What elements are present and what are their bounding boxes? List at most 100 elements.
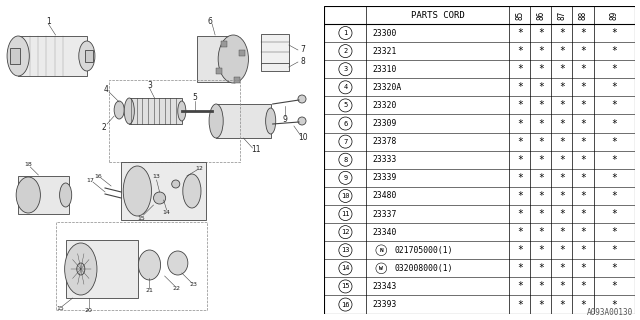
Ellipse shape bbox=[79, 41, 95, 71]
Text: *: * bbox=[580, 245, 586, 255]
Text: *: * bbox=[611, 282, 617, 292]
Text: 18: 18 bbox=[24, 162, 32, 166]
Text: *: * bbox=[580, 209, 586, 219]
Circle shape bbox=[339, 171, 352, 184]
Ellipse shape bbox=[266, 108, 276, 134]
Circle shape bbox=[339, 27, 352, 40]
Text: *: * bbox=[559, 82, 565, 92]
Text: *: * bbox=[611, 263, 617, 273]
Text: *: * bbox=[580, 46, 586, 56]
Text: 13: 13 bbox=[152, 174, 161, 180]
Bar bbox=[18, 36, 87, 76]
Text: *: * bbox=[559, 46, 565, 56]
Text: 23337: 23337 bbox=[372, 210, 397, 219]
Text: *: * bbox=[611, 28, 617, 38]
Text: 16: 16 bbox=[341, 301, 349, 308]
Circle shape bbox=[339, 135, 352, 148]
Text: *: * bbox=[611, 46, 617, 56]
Text: *: * bbox=[559, 263, 565, 273]
Text: 20: 20 bbox=[85, 308, 93, 314]
Text: *: * bbox=[611, 245, 617, 255]
Bar bbox=[234, 77, 240, 83]
Text: 16: 16 bbox=[94, 173, 102, 179]
Text: *: * bbox=[516, 137, 523, 147]
Text: 1: 1 bbox=[343, 30, 348, 36]
Text: *: * bbox=[516, 82, 523, 92]
Text: *: * bbox=[538, 28, 544, 38]
Text: *: * bbox=[611, 64, 617, 74]
Circle shape bbox=[376, 263, 387, 274]
Text: *: * bbox=[580, 82, 586, 92]
Ellipse shape bbox=[77, 263, 85, 275]
Text: 23378: 23378 bbox=[372, 137, 397, 146]
Text: *: * bbox=[538, 263, 544, 273]
Text: *: * bbox=[611, 173, 617, 183]
Bar bbox=[260, 63, 289, 71]
Text: *: * bbox=[538, 82, 544, 92]
Text: *: * bbox=[516, 118, 523, 129]
Text: *: * bbox=[538, 118, 544, 129]
Bar bbox=[129, 98, 182, 124]
Circle shape bbox=[339, 262, 352, 275]
Text: *: * bbox=[538, 137, 544, 147]
Circle shape bbox=[339, 44, 352, 58]
Text: 88: 88 bbox=[579, 11, 588, 20]
Text: 15: 15 bbox=[138, 215, 145, 220]
Text: *: * bbox=[580, 263, 586, 273]
Circle shape bbox=[339, 117, 352, 130]
Ellipse shape bbox=[60, 183, 72, 207]
Text: 23: 23 bbox=[190, 283, 198, 287]
Text: A093A00130: A093A00130 bbox=[588, 308, 634, 317]
Text: *: * bbox=[559, 300, 565, 309]
Text: 9: 9 bbox=[282, 115, 287, 124]
Text: *: * bbox=[580, 118, 586, 129]
Circle shape bbox=[339, 280, 352, 293]
Text: 22: 22 bbox=[173, 286, 180, 292]
Text: *: * bbox=[538, 282, 544, 292]
Text: 86: 86 bbox=[536, 11, 545, 20]
Ellipse shape bbox=[209, 104, 223, 138]
Text: 85: 85 bbox=[515, 11, 524, 20]
Circle shape bbox=[376, 245, 387, 256]
Bar bbox=[56, 222, 207, 310]
Text: 13: 13 bbox=[341, 247, 349, 253]
Ellipse shape bbox=[298, 117, 306, 125]
Text: *: * bbox=[611, 300, 617, 309]
Text: *: * bbox=[611, 191, 617, 201]
Text: 12: 12 bbox=[341, 229, 349, 235]
Text: 23321: 23321 bbox=[372, 47, 397, 56]
Circle shape bbox=[339, 298, 352, 311]
Text: 89: 89 bbox=[610, 11, 619, 20]
Circle shape bbox=[339, 153, 352, 166]
Text: 10: 10 bbox=[341, 193, 349, 199]
Text: 2: 2 bbox=[343, 48, 348, 54]
Ellipse shape bbox=[114, 101, 124, 119]
Text: *: * bbox=[611, 227, 617, 237]
Text: 5: 5 bbox=[193, 93, 197, 102]
Text: *: * bbox=[516, 173, 523, 183]
Text: *: * bbox=[559, 155, 565, 165]
Circle shape bbox=[339, 63, 352, 76]
Text: 23393: 23393 bbox=[372, 300, 397, 309]
Bar bbox=[221, 41, 227, 47]
Text: *: * bbox=[538, 100, 544, 110]
Text: 23320A: 23320A bbox=[372, 83, 402, 92]
Bar bbox=[121, 162, 206, 220]
Bar bbox=[10, 48, 20, 64]
Text: *: * bbox=[516, 155, 523, 165]
Text: 21: 21 bbox=[145, 289, 154, 293]
Text: 23309: 23309 bbox=[372, 119, 397, 128]
Text: *: * bbox=[580, 173, 586, 183]
Text: *: * bbox=[538, 191, 544, 201]
Text: *: * bbox=[516, 245, 523, 255]
Text: *: * bbox=[538, 209, 544, 219]
Text: 4: 4 bbox=[104, 84, 109, 93]
Text: *: * bbox=[611, 118, 617, 129]
Text: *: * bbox=[611, 82, 617, 92]
Text: 23300: 23300 bbox=[372, 28, 397, 37]
Text: 021705000(1): 021705000(1) bbox=[395, 246, 454, 255]
Ellipse shape bbox=[65, 243, 97, 295]
Text: *: * bbox=[516, 227, 523, 237]
Text: *: * bbox=[516, 46, 523, 56]
Text: 23343: 23343 bbox=[372, 282, 397, 291]
